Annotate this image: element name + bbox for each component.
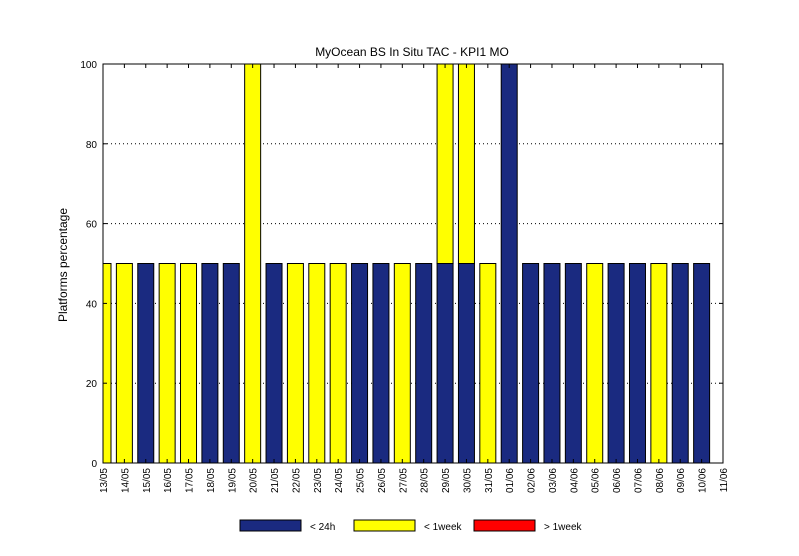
bar-segment (650, 263, 668, 464)
bar-segment (479, 263, 497, 464)
y-tick-label: 0 (91, 459, 97, 470)
bar-segment (586, 263, 604, 464)
x-tick-label: 06/06 (612, 468, 623, 493)
x-tick-label: 10/06 (698, 468, 709, 493)
y-axis-label: Platforms percentage (56, 208, 70, 322)
bar-segment (436, 63, 454, 264)
x-axis-ticks: 13/05 14/05 15/05 16/05 17/05 18/05 19/05 20/05… (99, 64, 730, 493)
y-tick-label: 20 (86, 379, 98, 390)
chart-title: MyOcean BS In Situ TAC - KPI1 MO (315, 45, 509, 59)
legend-swatch (473, 519, 536, 532)
x-tick-label: 03/06 (548, 468, 559, 493)
x-tick-label: 24/05 (334, 468, 345, 493)
x-tick-label: 29/05 (441, 468, 452, 493)
legend-label: < 24h (310, 522, 335, 533)
x-tick-label: 28/05 (420, 468, 431, 493)
x-tick-label: 23/05 (313, 468, 324, 493)
bar-segment (137, 263, 155, 464)
x-tick-label: 16/05 (163, 468, 174, 493)
bar-segment (671, 263, 689, 464)
x-tick-label: 01/06 (505, 468, 516, 493)
bar-segment (180, 263, 198, 464)
x-tick-label: 02/06 (527, 468, 538, 493)
bar-segment (329, 263, 347, 464)
bars (102, 63, 711, 464)
bar-segment (543, 263, 561, 464)
x-tick-label: 11/06 (719, 468, 730, 493)
plot-frame (102, 63, 724, 464)
x-tick-label: 17/05 (185, 468, 196, 493)
x-tick-label: 21/05 (270, 468, 281, 493)
legend-label: > 1week (544, 522, 583, 533)
x-tick-label: 15/05 (142, 468, 153, 493)
x-tick-label: 31/05 (484, 468, 495, 493)
bar-segment (201, 263, 219, 464)
x-tick-label: 13/05 (99, 468, 110, 493)
bar-segment (372, 263, 390, 464)
y-axis-ticks: 0 20 40 60 80 100 (80, 60, 723, 470)
y-tick-label: 40 (86, 299, 98, 310)
x-tick-label: 19/05 (227, 468, 238, 493)
bar-segment (351, 263, 369, 464)
bar-segment (286, 263, 304, 464)
legend: < 24h < 1week > 1week (239, 519, 583, 533)
x-tick-label: 26/05 (377, 468, 388, 493)
x-tick-label: 09/06 (676, 468, 687, 493)
bar-segment (308, 263, 326, 464)
bar-segment (457, 263, 475, 464)
bar-segment (457, 63, 475, 264)
x-tick-label: 05/06 (591, 468, 602, 493)
x-tick-label: 14/05 (120, 468, 131, 493)
legend-swatch (239, 519, 302, 532)
bar-segment (607, 263, 625, 464)
bar-segment (158, 263, 176, 464)
y-tick-label: 100 (80, 60, 97, 71)
legend-label: < 1week (424, 522, 463, 533)
x-tick-label: 08/06 (655, 468, 666, 493)
bar-segment (222, 263, 240, 464)
x-tick-label: 27/05 (398, 468, 409, 493)
bar-segment (115, 263, 133, 464)
bar-segment (522, 263, 540, 464)
x-tick-label: 04/06 (569, 468, 580, 493)
bar-segment (244, 63, 262, 464)
y-tick-label: 80 (86, 140, 98, 151)
bar-segment (436, 263, 454, 464)
legend-swatch (353, 519, 416, 532)
x-tick-label: 18/05 (206, 468, 217, 493)
x-tick-label: 30/05 (462, 468, 473, 493)
bar-segment (564, 263, 582, 464)
x-tick-label: 20/05 (249, 468, 260, 493)
bar-segment (393, 263, 411, 464)
bar-segment (265, 263, 283, 464)
bar-segment (628, 263, 646, 464)
bar-segment (500, 63, 518, 464)
x-tick-label: 07/06 (633, 468, 644, 493)
bar-segment (415, 263, 433, 464)
bar-segment (102, 263, 112, 464)
bar-segment (693, 263, 711, 464)
x-tick-label: 22/05 (291, 468, 302, 493)
y-tick-label: 60 (86, 220, 98, 231)
x-tick-label: 25/05 (356, 468, 367, 493)
